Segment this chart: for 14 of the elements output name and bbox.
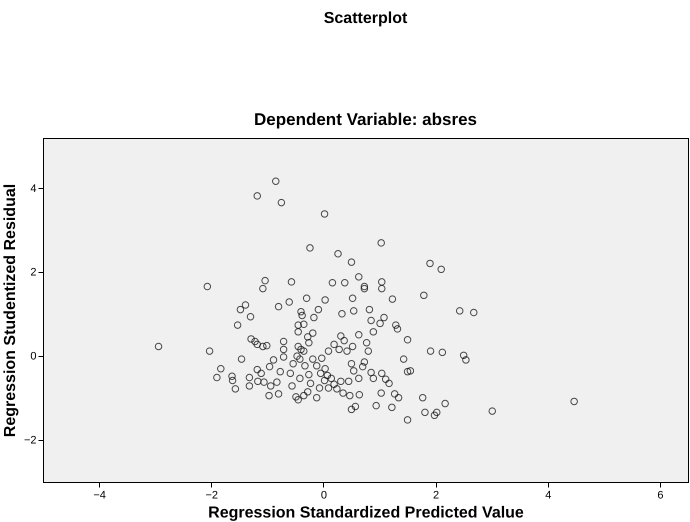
y-tick-label: 2: [30, 266, 36, 279]
chart-title: Scatterplot: [324, 10, 408, 27]
x-tick-label: −2: [205, 490, 218, 502]
y-tick-label: −2: [24, 434, 36, 447]
chart-subtitle: Dependent Variable: absres: [254, 110, 477, 129]
x-tick-label: 6: [657, 490, 664, 502]
x-tick-label: 0: [320, 490, 327, 502]
x-tick-label: −4: [93, 490, 106, 502]
x-axis-title: Regression Standardized Predicted Value: [208, 504, 524, 522]
y-tick-label: 4: [30, 182, 36, 195]
y-tick-label: 0: [30, 350, 36, 363]
x-tick-label: 4: [545, 490, 552, 502]
x-tick-label: 2: [433, 490, 440, 502]
y-axis-title: Regression Studentized Residual: [2, 184, 19, 438]
